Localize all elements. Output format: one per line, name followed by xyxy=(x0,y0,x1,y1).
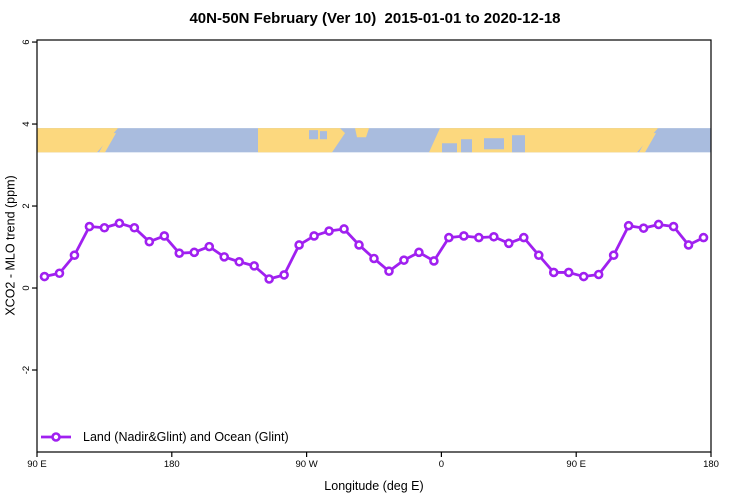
data-point xyxy=(324,226,334,236)
data-point xyxy=(99,222,110,233)
map-water-great-lakes-b xyxy=(320,131,327,140)
x-tick-label: 180 xyxy=(703,459,719,470)
data-point xyxy=(369,253,379,264)
legend-circle-marker xyxy=(51,432,61,442)
data-point xyxy=(264,274,274,284)
data-point xyxy=(578,271,589,282)
data-point xyxy=(683,240,694,250)
x-tick-label: 180 xyxy=(164,459,180,470)
data-point xyxy=(653,219,664,230)
data-point xyxy=(354,240,364,250)
y-tick-label: 4 xyxy=(21,121,32,126)
map-water-mediterranean-west xyxy=(442,143,457,153)
x-tick-label: 90 W xyxy=(296,459,318,470)
legend-line-marker-icon xyxy=(41,432,71,442)
data-point xyxy=(548,267,559,278)
map-band xyxy=(37,128,711,153)
data-point xyxy=(189,247,200,258)
data-point xyxy=(39,271,50,282)
data-point xyxy=(638,223,649,233)
data-point xyxy=(144,236,155,247)
y-tick-label: -2 xyxy=(21,366,32,374)
data-point xyxy=(84,221,95,232)
y-tick-label: 0 xyxy=(21,285,32,290)
plot-border xyxy=(36,39,712,453)
y-tick-label: 6 xyxy=(21,39,32,44)
data-point xyxy=(399,255,409,265)
data-point xyxy=(249,261,259,271)
map-land-north-america xyxy=(258,128,345,153)
data-point xyxy=(414,247,424,258)
data-point xyxy=(429,256,439,266)
map-land-japan-east xyxy=(639,133,656,153)
data-point xyxy=(339,224,349,234)
data-point xyxy=(668,221,679,232)
data-point xyxy=(174,248,185,258)
data-point xyxy=(384,266,394,277)
data-point xyxy=(533,250,544,261)
map-water-adriatic xyxy=(461,139,472,153)
map-land-newfoundland xyxy=(355,128,369,138)
map-land-japan-west xyxy=(99,133,116,153)
data-point xyxy=(309,231,319,241)
data-point xyxy=(159,231,170,241)
y-tick-label: 2 xyxy=(21,203,32,208)
data-point xyxy=(623,220,634,231)
data-point xyxy=(114,218,125,229)
data-point xyxy=(698,232,709,243)
data-point xyxy=(518,232,529,243)
data-point xyxy=(444,232,454,243)
data-point xyxy=(219,252,230,262)
map-water-great-lakes-a xyxy=(309,130,318,140)
data-point xyxy=(234,256,244,267)
legend: Land (Nadir&Glint) and Ocean (Glint) xyxy=(40,430,289,444)
map-water-caspian-sea xyxy=(512,135,525,153)
data-point xyxy=(489,231,499,242)
legend-label: Land (Nadir&Glint) and Ocean (Glint) xyxy=(83,430,289,444)
data-point xyxy=(69,250,80,261)
data-point xyxy=(563,267,574,278)
data-point xyxy=(474,232,484,243)
data-point xyxy=(54,268,65,279)
data-line xyxy=(43,221,705,281)
data-point xyxy=(503,238,514,249)
data-point xyxy=(608,250,619,261)
data-point xyxy=(279,270,289,280)
map-land-asia-west xyxy=(37,128,118,153)
data-point xyxy=(593,269,604,280)
data-point xyxy=(459,231,469,241)
x-tick-label: 90 E xyxy=(566,459,586,470)
x-tick-label: 0 xyxy=(439,459,444,470)
x-axis-label: Longitude (deg E) xyxy=(324,479,424,493)
map-water-black-sea xyxy=(484,138,504,150)
x-tick-label: 90 E xyxy=(27,459,47,470)
chart-title: 40N-50N February (Ver 10) 2015-01-01 to … xyxy=(189,10,561,27)
data-point xyxy=(204,241,215,252)
data-point xyxy=(129,222,140,233)
data-point xyxy=(294,240,304,250)
